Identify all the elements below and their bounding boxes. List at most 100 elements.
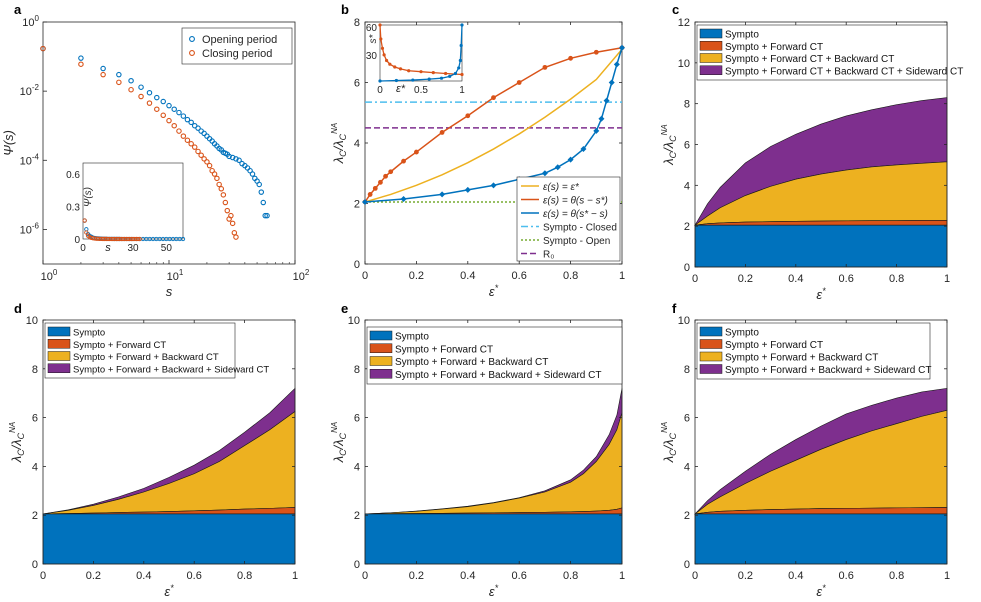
legend-label: Sympto + Forward CT — [725, 340, 823, 351]
data-point — [116, 71, 122, 78]
legend-box — [181, 27, 293, 65]
legend-swatch — [47, 363, 71, 373]
inset-point — [431, 71, 435, 75]
panel-letter: d — [14, 301, 22, 316]
panel-f-axes — [694, 319, 948, 565]
x-tick-label: 0.4 — [136, 570, 151, 582]
legend-label: Sympto — [725, 30, 759, 41]
y-tick-label: 6 — [684, 413, 690, 425]
x-tick-label: 1 — [619, 270, 625, 282]
legend-swatch — [47, 339, 71, 349]
legend-swatch — [699, 41, 723, 51]
inset-point — [448, 74, 452, 78]
x-tick-label: 0.8 — [563, 570, 578, 582]
x-tick-label: 1 — [619, 570, 625, 582]
data-point — [229, 154, 236, 161]
inset-point — [384, 58, 389, 63]
y-tick-label: 10 — [678, 58, 690, 70]
x-tick-label: 1 — [944, 273, 950, 285]
inset-x-label: s — [105, 242, 111, 254]
data-point — [138, 93, 144, 100]
data-point — [228, 212, 234, 219]
inset-point — [82, 218, 87, 223]
data-point — [222, 199, 229, 206]
x-tick-label: 0.6 — [512, 570, 527, 582]
data-point — [608, 79, 615, 86]
legend-box — [44, 322, 236, 379]
data-point — [491, 95, 496, 101]
y-tick-label: 2 — [354, 510, 360, 522]
inset-point — [84, 230, 89, 235]
data-point — [490, 182, 497, 189]
y-axis-label: λC/λCNA — [660, 422, 678, 464]
panel-letter: b — [341, 2, 349, 17]
y-axis-label-text: Ψ(s) — [1, 130, 16, 156]
data-point — [388, 169, 394, 175]
legend-marker — [189, 36, 195, 42]
data-point — [171, 106, 177, 112]
inset-x-tick-label: 0 — [80, 243, 86, 254]
legend-swatch — [699, 53, 723, 63]
legend-label: ε(s) = ε* — [543, 182, 580, 193]
inset-point — [460, 23, 464, 27]
inset-x-tick-label: 0 — [377, 85, 383, 96]
x-tick-label: 0.6 — [839, 570, 854, 582]
legend-label: Sympto + Forward + Backward CT — [73, 352, 219, 363]
legend-swatch — [699, 364, 723, 374]
x-tick-label: 0.2 — [738, 570, 753, 582]
data-point — [439, 191, 446, 198]
legend-label: Sympto — [725, 328, 759, 339]
legend-label: Sympto - Closed — [543, 223, 617, 234]
x-tick-label: 1 — [944, 570, 950, 582]
y-tick-label: 10-2 — [20, 83, 40, 98]
x-axis-label: ε* — [489, 283, 499, 299]
legend-swatch — [47, 351, 71, 361]
inset-point — [411, 78, 415, 82]
data-point — [256, 181, 262, 188]
y-axis-label: λC/λCNA — [330, 123, 348, 165]
data-point — [554, 164, 561, 171]
y-tick-label: 10-4 — [20, 152, 40, 167]
data-point — [146, 100, 153, 106]
inset-point — [439, 76, 444, 80]
data-point — [171, 122, 177, 129]
inset-point — [135, 236, 141, 242]
y-tick-label: 2 — [32, 510, 38, 522]
data-point — [541, 170, 548, 177]
y-tick-label: 8 — [32, 364, 38, 376]
y-tick-label: 6 — [684, 140, 690, 152]
data-point — [383, 173, 388, 179]
y-axis-label-text: λC/λCNA — [330, 123, 348, 165]
y-tick-label: 6 — [354, 78, 360, 90]
data-point — [188, 119, 194, 126]
legend-box — [696, 322, 931, 380]
data-point — [180, 133, 187, 139]
x-tick-label: 0.2 — [738, 273, 753, 285]
y-tick-label: 4 — [684, 461, 690, 473]
inset-axes — [82, 162, 184, 240]
data-point — [204, 159, 210, 165]
x-tick-label: 100 — [41, 268, 58, 283]
data-point — [160, 98, 166, 105]
data-point — [218, 186, 225, 192]
x-tick-label: 1 — [292, 570, 298, 582]
data-point — [176, 128, 182, 134]
legend-swatch — [369, 369, 393, 379]
x-tick-label: 0 — [40, 570, 46, 582]
data-point — [184, 137, 191, 143]
y-tick-label: 100 — [22, 14, 39, 29]
inset-y-tick-label: 0.6 — [66, 170, 80, 181]
y-axis-label: λC/λCNA — [330, 422, 348, 464]
y-tick-label: 8 — [684, 99, 690, 111]
inset-point — [457, 66, 461, 70]
data-point — [567, 156, 574, 163]
x-tick-label: 0 — [692, 570, 698, 582]
legend-label: ε(s) = θ(s − s*) — [543, 196, 608, 207]
legend-swatch — [369, 356, 393, 366]
data-point — [233, 156, 239, 162]
y-tick-label: 10-6 — [20, 221, 40, 236]
data-point — [401, 158, 406, 164]
legend-swatch — [699, 326, 723, 337]
inset-x-tick-label: 50 — [161, 243, 173, 254]
y-tick-label: 10 — [26, 315, 38, 327]
